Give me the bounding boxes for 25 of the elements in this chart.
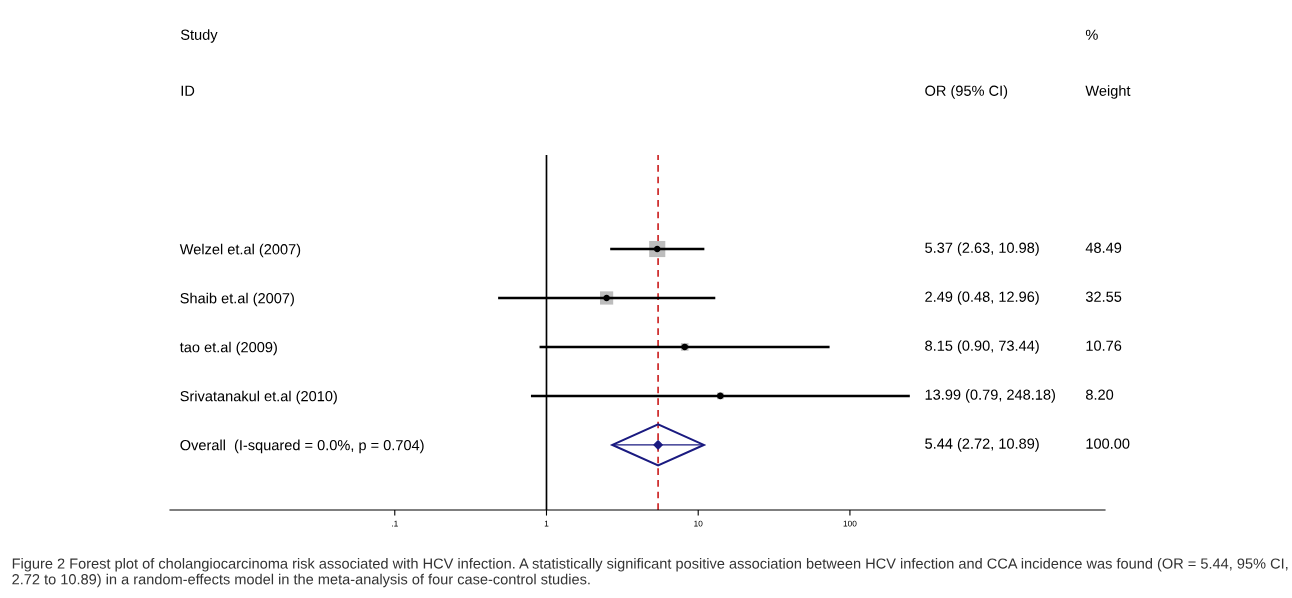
x-tick-label: 100 [843, 520, 857, 527]
y-tick-label: Overall (I-squared = 0.0%, p = 0.704) [180, 439, 424, 454]
annotation: 32.55 [1085, 291, 1122, 302]
annotation: 48.49 [1085, 242, 1122, 253]
y-tick-label: tao et.al (2009) [179, 341, 277, 356]
y-tick-label: Welzel et.al (2007) [179, 243, 301, 258]
annotation: 2.49 (0.48, 12.96) [925, 291, 1039, 305]
text: % [1085, 29, 1098, 40]
annotation: 5.37 (2.63, 10.98) [925, 242, 1039, 256]
text: ID [181, 85, 195, 96]
y-tick-label: Shaib et.al (2007) [180, 292, 294, 307]
text: OR (95% CI) [925, 85, 1008, 99]
x-tick-label: .1 [392, 520, 398, 527]
annotation: 100.00 [1086, 438, 1130, 449]
annotation: 8.20 [1086, 389, 1114, 400]
x-tick-label: 1 [544, 520, 549, 527]
annotation: 10.76 [1086, 340, 1122, 351]
annotation: 13.99 (0.79, 248.18) [925, 389, 1055, 403]
text: Study [180, 29, 218, 43]
x-tick-label: 10 [694, 520, 703, 527]
caption: Figure 2 Forest plot of cholangiocarcinoma risk associated with HCV infection. A statistically significant positive association between HCV infection and CCA incidence was found (OR = 5.44, 95% CI, 2.72 to 10.89) in a random-effects model in the meta-analysis of four case-control studies. [12, 558, 1288, 588]
text: Weight [1085, 85, 1131, 99]
annotation: 8.15 (0.90, 73.44) [925, 340, 1039, 354]
y-tick-label: Srivatanakul et.al (2010) [180, 390, 337, 405]
annotation: 5.44 (2.72, 10.89) [925, 438, 1039, 452]
